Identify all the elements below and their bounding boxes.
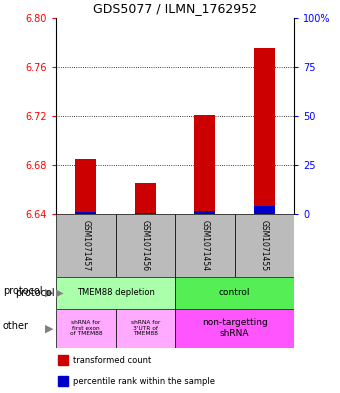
Bar <box>56 277 175 309</box>
Bar <box>254 206 275 214</box>
Text: protocol: protocol <box>15 288 54 298</box>
Text: ▶: ▶ <box>56 288 64 298</box>
Text: protocol: protocol <box>3 286 42 296</box>
Text: GSM1071454: GSM1071454 <box>200 220 209 271</box>
Text: GSM1071456: GSM1071456 <box>141 220 150 271</box>
Bar <box>175 214 235 277</box>
Bar <box>235 214 294 277</box>
Text: ▶: ▶ <box>45 288 54 298</box>
Bar <box>194 211 215 214</box>
Text: non-targetting
shRNA: non-targetting shRNA <box>202 318 268 338</box>
Bar <box>116 309 175 348</box>
Text: percentile rank within the sample: percentile rank within the sample <box>73 377 215 386</box>
Bar <box>116 214 175 277</box>
Bar <box>58 355 68 365</box>
Text: TMEM88 depletion: TMEM88 depletion <box>76 288 155 297</box>
Bar <box>135 213 156 214</box>
Bar <box>56 309 116 348</box>
Bar <box>175 277 294 309</box>
Bar <box>135 184 156 214</box>
Bar <box>194 115 215 214</box>
Text: control: control <box>219 288 250 297</box>
Text: GSM1071457: GSM1071457 <box>81 220 90 271</box>
Bar <box>254 48 275 214</box>
Bar <box>75 159 96 214</box>
Title: GDS5077 / ILMN_1762952: GDS5077 / ILMN_1762952 <box>93 2 257 15</box>
Text: ▶: ▶ <box>45 323 54 333</box>
Bar <box>175 309 294 348</box>
Text: shRNA for
first exon
of TMEM88: shRNA for first exon of TMEM88 <box>70 320 102 336</box>
Text: GSM1071455: GSM1071455 <box>260 220 269 271</box>
Bar <box>75 212 96 214</box>
Bar <box>56 214 116 277</box>
Text: shRNA for
3'UTR of
TMEM88: shRNA for 3'UTR of TMEM88 <box>131 320 160 336</box>
Bar <box>58 376 68 386</box>
Text: other: other <box>3 321 29 331</box>
Text: transformed count: transformed count <box>73 356 151 365</box>
